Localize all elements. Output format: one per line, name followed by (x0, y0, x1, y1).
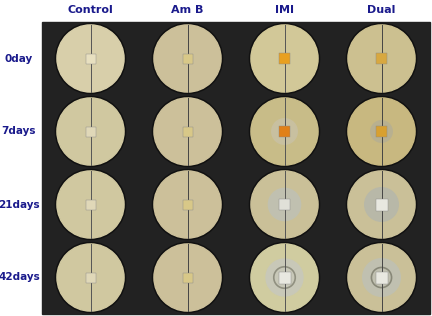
Circle shape (348, 244, 415, 311)
Text: Control: Control (68, 5, 113, 15)
Circle shape (57, 244, 124, 311)
Circle shape (152, 23, 222, 94)
FancyBboxPatch shape (86, 272, 95, 283)
Circle shape (55, 242, 126, 313)
FancyBboxPatch shape (182, 199, 193, 210)
Circle shape (348, 98, 415, 165)
Circle shape (249, 96, 320, 167)
FancyBboxPatch shape (279, 271, 290, 283)
Circle shape (57, 171, 124, 238)
Circle shape (251, 98, 318, 165)
FancyBboxPatch shape (182, 272, 193, 283)
FancyBboxPatch shape (86, 126, 95, 137)
Circle shape (57, 25, 124, 92)
FancyBboxPatch shape (375, 198, 388, 210)
Circle shape (251, 171, 318, 238)
Text: 0day: 0day (5, 53, 33, 64)
Circle shape (363, 259, 400, 296)
Circle shape (346, 96, 416, 167)
Circle shape (346, 169, 416, 240)
Circle shape (154, 98, 221, 165)
Circle shape (152, 169, 222, 240)
FancyBboxPatch shape (279, 53, 290, 64)
Circle shape (57, 98, 124, 165)
Circle shape (249, 23, 320, 94)
Circle shape (55, 96, 126, 167)
Text: Am B: Am B (172, 5, 203, 15)
FancyBboxPatch shape (86, 53, 95, 64)
Circle shape (346, 23, 416, 94)
FancyBboxPatch shape (376, 53, 387, 64)
Circle shape (348, 25, 415, 92)
Circle shape (154, 244, 221, 311)
Text: 7days: 7days (2, 126, 36, 137)
Text: IMI: IMI (275, 5, 294, 15)
Circle shape (154, 171, 221, 238)
Circle shape (55, 169, 126, 240)
FancyBboxPatch shape (376, 126, 387, 137)
Circle shape (152, 96, 222, 167)
Circle shape (55, 23, 126, 94)
FancyBboxPatch shape (279, 126, 290, 137)
FancyBboxPatch shape (182, 126, 193, 137)
Circle shape (249, 169, 320, 240)
Circle shape (371, 121, 392, 142)
Text: Dual: Dual (367, 5, 396, 15)
Circle shape (154, 25, 221, 92)
Circle shape (251, 244, 318, 311)
Circle shape (348, 171, 415, 238)
FancyBboxPatch shape (182, 53, 193, 64)
FancyBboxPatch shape (86, 199, 95, 210)
Text: 21days: 21days (0, 199, 40, 210)
FancyBboxPatch shape (279, 199, 290, 210)
Circle shape (272, 119, 297, 144)
Bar (42, 22, 430, 314)
Circle shape (249, 242, 320, 313)
Circle shape (346, 242, 416, 313)
Circle shape (268, 188, 301, 221)
FancyBboxPatch shape (375, 271, 388, 283)
Circle shape (266, 259, 303, 296)
Circle shape (152, 242, 222, 313)
Text: 42days: 42days (0, 272, 40, 283)
Circle shape (251, 25, 318, 92)
Circle shape (365, 188, 398, 221)
